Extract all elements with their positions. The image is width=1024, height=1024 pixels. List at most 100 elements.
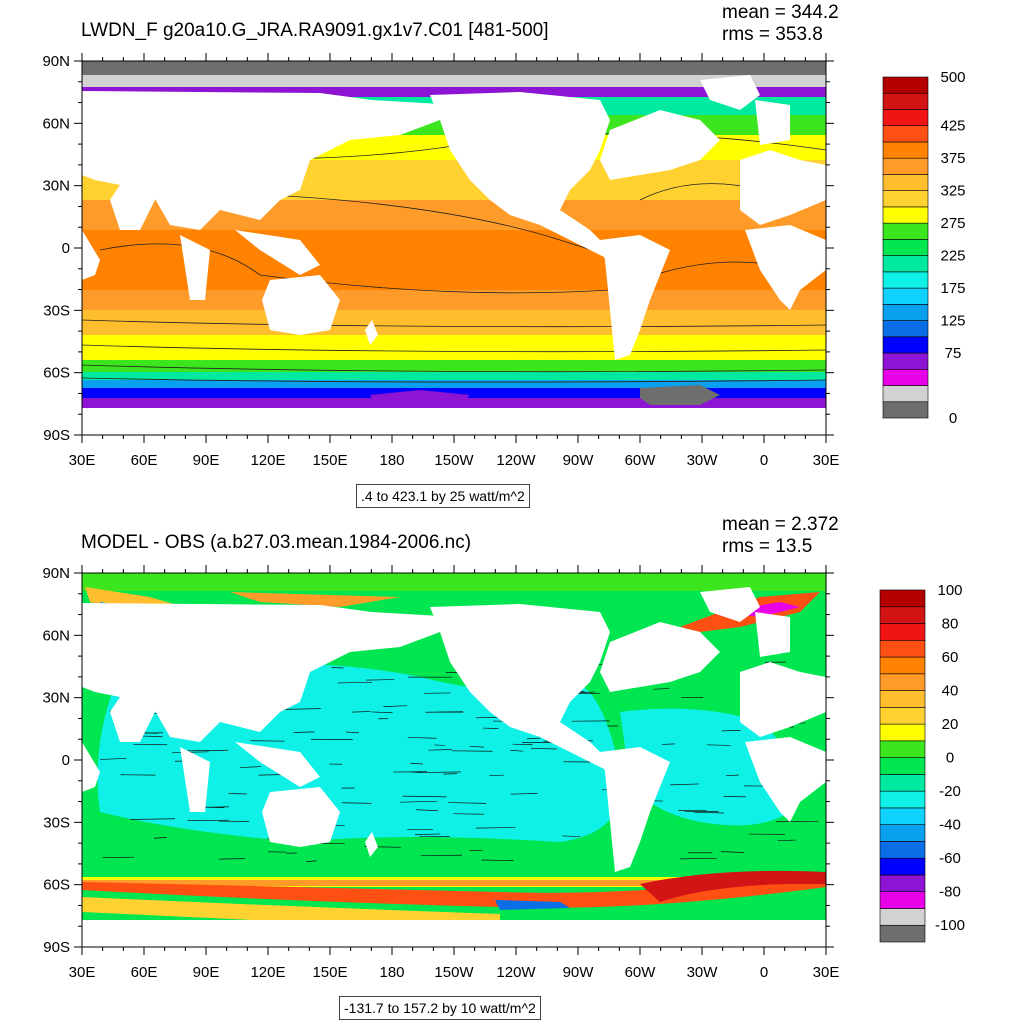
bottom-lat-tick-label: 30N bbox=[42, 690, 70, 707]
top-lon-tick-label: 60W bbox=[625, 452, 657, 469]
top-colorbar-swatch bbox=[882, 287, 929, 305]
bottom-lon-tick-label: 30E bbox=[813, 964, 840, 981]
bottom-colorbar-label: 60 bbox=[942, 649, 959, 666]
bottom-map-figure: 90N 60N 30N 0 30S 60S 90S 30E 60E 90E 120E 150E 180 1… bbox=[42, 565, 965, 981]
bottom-colorbar-label: -100 bbox=[935, 917, 965, 934]
bottom-lon-tick-label: 120E bbox=[250, 964, 285, 981]
bottom-lat-tick-label: 90N bbox=[42, 565, 70, 582]
bottom-colorbar-swatch bbox=[879, 740, 926, 758]
top-lat-tick-label: 30S bbox=[43, 302, 70, 319]
top-lon-tick-label: 150W bbox=[434, 452, 474, 469]
top-lon-tick-label: 120E bbox=[250, 452, 285, 469]
bottom-panel: 90N 60N 30N 0 30S 60S 90S 30E 60E 90E 120E 150E 180 1… bbox=[0, 512, 1024, 1024]
top-lon-tick-label: 30E bbox=[69, 452, 96, 469]
bottom-colorbar-label: -20 bbox=[939, 783, 961, 800]
top-colorbar: 500 425 375 325 275 225 175 125 75 0 bbox=[882, 69, 966, 427]
bottom-colorbar-swatch bbox=[879, 757, 926, 775]
bottom-colorbar-label: -60 bbox=[939, 850, 961, 867]
bottom-colorbar-label: 80 bbox=[942, 616, 959, 633]
top-colorbar-swatch bbox=[882, 352, 929, 370]
bottom-lon-tick-label: 0 bbox=[760, 964, 768, 981]
top-colorbar-label: 225 bbox=[940, 248, 965, 265]
top-map-figure: 90N 60N 30N 0 30S 60S 90S 30E 60E 90E 120E 150E 180 1… bbox=[42, 53, 966, 469]
bottom-colorbar-label: 20 bbox=[942, 716, 959, 733]
bottom-colorbar-swatch bbox=[879, 891, 926, 909]
bottom-colorbar-swatch bbox=[879, 841, 926, 859]
top-colorbar-swatch bbox=[882, 92, 929, 110]
bottom-colorbar-swatch bbox=[879, 606, 926, 624]
top-colorbar-label: 375 bbox=[940, 150, 965, 167]
top-colorbar-label: 75 bbox=[945, 345, 962, 362]
top-map-field bbox=[82, 61, 826, 435]
top-colorbar-swatch bbox=[882, 336, 929, 354]
top-colorbar-swatch bbox=[882, 368, 929, 386]
bottom-lat-tick-label: 30S bbox=[43, 814, 70, 831]
bottom-land-mask bbox=[82, 587, 826, 872]
top-colorbar-swatch bbox=[882, 141, 929, 159]
bottom-lon-tick-label: 120W bbox=[496, 964, 536, 981]
top-lon-tick-label: 0 bbox=[760, 452, 768, 469]
bottom-range-label: -131.7 to 157.2 by 10 watt/m^2 bbox=[339, 996, 541, 1020]
top-lon-tick-label: 120W bbox=[496, 452, 536, 469]
top-lon-tick-label: 180 bbox=[379, 452, 404, 469]
bottom-lon-tick-label: 30W bbox=[687, 964, 719, 981]
top-colorbar-label: 125 bbox=[940, 313, 965, 330]
top-lon-tick-label: 90W bbox=[563, 452, 595, 469]
top-colorbar-swatch bbox=[882, 109, 929, 127]
bottom-colorbar-swatch bbox=[879, 723, 926, 742]
bottom-colorbar-swatch bbox=[879, 623, 926, 641]
bottom-lat-tick-label: 60S bbox=[43, 877, 70, 894]
top-colorbar-swatch bbox=[882, 174, 929, 191]
bottom-lon-tick-label: 30E bbox=[69, 964, 96, 981]
bottom-colorbar-swatch bbox=[879, 589, 926, 608]
top-colorbar-swatch bbox=[882, 239, 929, 256]
bottom-colorbar-swatch bbox=[879, 874, 926, 893]
top-colorbar-swatch bbox=[882, 304, 929, 321]
bottom-colorbar-swatch bbox=[879, 807, 926, 825]
top-rms-stat: rms = 353.8 bbox=[722, 24, 823, 45]
bottom-lat-tick-label: 90S bbox=[43, 939, 70, 956]
bottom-lon-tick-label: 90W bbox=[563, 964, 595, 981]
top-colorbar-swatch bbox=[882, 271, 929, 289]
top-lon-tick-label: 150E bbox=[312, 452, 347, 469]
top-lat-tick-label: 60S bbox=[43, 365, 70, 382]
top-colorbar-label: 275 bbox=[940, 215, 965, 232]
top-colorbar-swatch bbox=[882, 385, 929, 403]
top-colorbar-label: 325 bbox=[940, 183, 965, 200]
bottom-colorbar-swatch bbox=[879, 656, 926, 675]
top-lat-tick-label: 30N bbox=[42, 178, 70, 195]
top-mean-stat: mean = 344.2 bbox=[722, 2, 839, 23]
top-colorbar-swatch bbox=[882, 190, 929, 208]
bottom-lon-tick-label: 180 bbox=[379, 964, 404, 981]
bottom-lon-tick-label: 60W bbox=[625, 964, 657, 981]
top-colorbar-swatch bbox=[882, 125, 929, 143]
top-colorbar-label: 0 bbox=[949, 410, 957, 427]
bottom-colorbar-swatch bbox=[879, 690, 926, 708]
top-map-title: LWDN_F g20a10.G_JRA.RA9091.gx1v7.C01 [48… bbox=[81, 20, 549, 41]
bottom-colorbar-swatch bbox=[879, 824, 926, 842]
bottom-map-field bbox=[82, 573, 826, 947]
bottom-colorbar-swatch bbox=[879, 790, 926, 809]
top-colorbar-label: 500 bbox=[940, 69, 965, 86]
top-colorbar-swatch bbox=[882, 76, 929, 94]
bottom-colorbar-label: 100 bbox=[937, 582, 962, 599]
top-lon-tick-label: 60E bbox=[131, 452, 158, 469]
bottom-colorbar-label: -80 bbox=[939, 884, 961, 901]
bottom-lon-tick-label: 150E bbox=[312, 964, 347, 981]
top-lat-tick-label: 90N bbox=[42, 53, 70, 70]
top-colorbar-label: 175 bbox=[940, 280, 965, 297]
bottom-colorbar-swatch bbox=[879, 707, 926, 725]
top-lat-tick-label: 90S bbox=[43, 427, 70, 444]
bottom-colorbar-swatch bbox=[879, 673, 926, 691]
top-colorbar-swatch bbox=[882, 206, 929, 224]
bottom-rms-stat: rms = 13.5 bbox=[722, 536, 813, 557]
bottom-lat-tick-label: 60N bbox=[42, 627, 70, 644]
top-range-label: .4 to 423.1 by 25 watt/m^2 bbox=[356, 484, 530, 508]
top-colorbar-label: 425 bbox=[940, 118, 965, 135]
bottom-colorbar-swatch bbox=[879, 924, 926, 943]
bottom-colorbar-swatch bbox=[879, 857, 926, 876]
bottom-lon-tick-label: 60E bbox=[131, 964, 158, 981]
top-lat-tick-label: 0 bbox=[62, 240, 70, 257]
bottom-colorbar-swatch bbox=[879, 908, 926, 926]
bottom-colorbar: 100 80 60 40 20 0 -20 -40 -60 -80 -100 bbox=[879, 582, 965, 943]
